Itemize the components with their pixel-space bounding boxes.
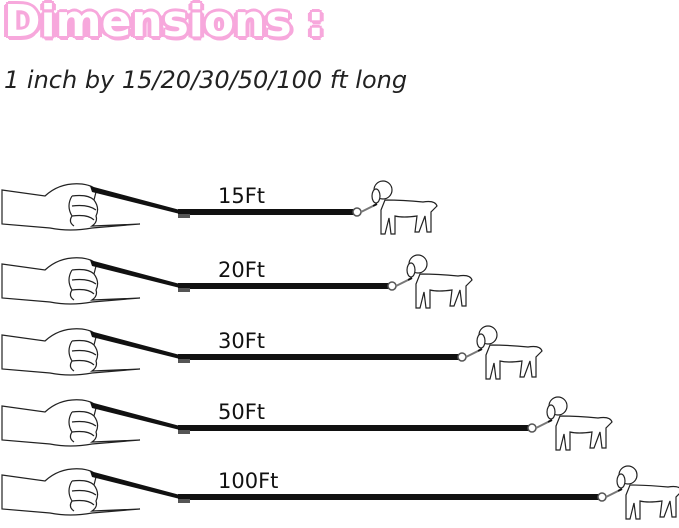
dog-icon — [546, 396, 613, 451]
dog-icon — [476, 325, 543, 380]
subtitle: 1 inch by 15/20/30/50/100 ft long — [4, 66, 408, 94]
leash-clip — [535, 421, 549, 429]
length-label: 100Ft — [218, 469, 278, 493]
hand-icon — [1, 183, 141, 231]
leash-handle-loop — [90, 331, 180, 359]
leash-handle-loop — [90, 471, 180, 499]
leash-ring — [527, 423, 537, 433]
dog-icon — [616, 465, 679, 520]
leash-handle-loop — [90, 402, 180, 430]
leash-clip — [605, 490, 619, 498]
hand-icon — [1, 468, 141, 516]
length-label: 30Ft — [218, 329, 265, 353]
leash-ring — [457, 352, 467, 362]
leash-clip — [395, 279, 409, 287]
length-label: 20Ft — [218, 258, 265, 282]
leash-ring — [597, 492, 607, 502]
leash-row: 20Ft — [1, 254, 473, 309]
hand-icon — [1, 328, 141, 376]
title: Dimensions : — [4, 0, 325, 47]
leash-ring — [387, 281, 397, 291]
leash-handle-loop — [90, 186, 180, 214]
hand-icon — [1, 399, 141, 447]
leash-row: 30Ft — [1, 325, 543, 380]
leash-row: 15Ft — [1, 180, 438, 235]
leash — [178, 283, 390, 289]
dog-icon — [371, 180, 438, 235]
length-label: 15Ft — [218, 184, 265, 208]
leash-row: 100Ft — [1, 465, 679, 520]
leash — [178, 209, 355, 215]
leash-clip — [360, 205, 374, 213]
leash — [178, 494, 600, 500]
leash-row: 50Ft — [1, 396, 613, 451]
leash-handle-loop — [90, 260, 180, 288]
leash — [178, 425, 530, 431]
leash-clip — [465, 350, 479, 358]
leash-ring — [352, 207, 362, 217]
leash — [178, 354, 460, 360]
hand-icon — [1, 257, 141, 305]
dog-icon — [406, 254, 473, 309]
length-label: 50Ft — [218, 400, 265, 424]
